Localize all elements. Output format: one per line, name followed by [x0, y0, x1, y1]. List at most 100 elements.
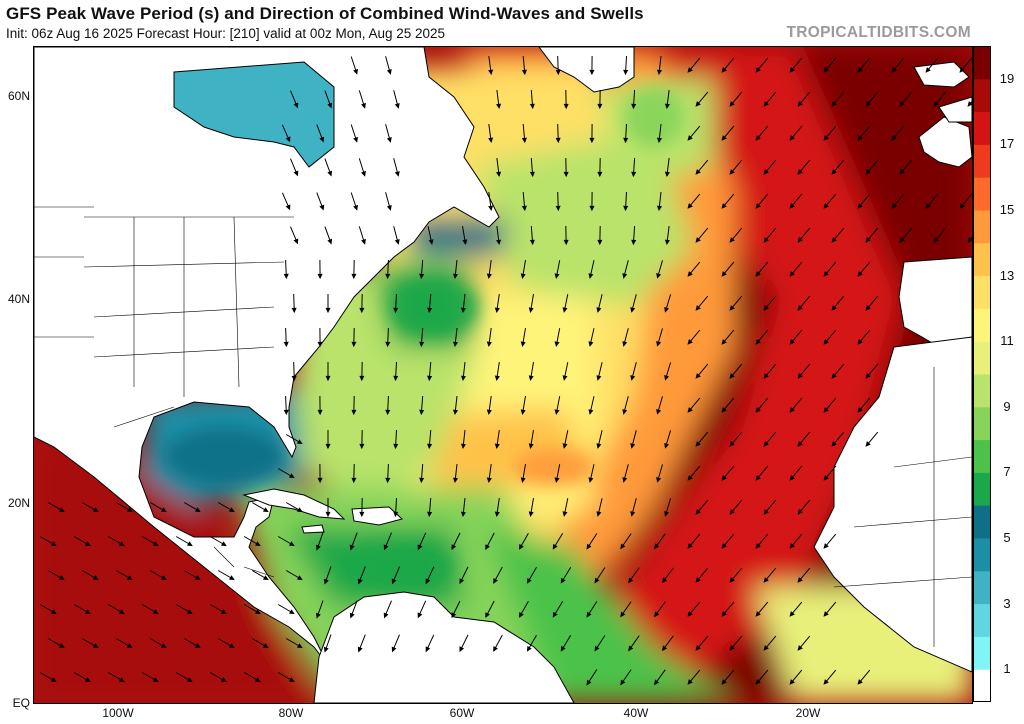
direction-arrowhead — [319, 136, 325, 143]
direction-arrowhead — [394, 239, 400, 245]
direction-arrowhead — [899, 101, 905, 107]
direction-arrowhead — [597, 239, 603, 246]
direction-arrowhead — [288, 677, 295, 683]
direction-arrowhead — [695, 169, 701, 175]
direction-arrowhead — [417, 612, 423, 619]
direction-arrowhead — [588, 341, 594, 347]
direction-arrowhead — [622, 273, 628, 279]
direction-arrowhead — [254, 541, 261, 547]
direction-arrowhead — [126, 643, 133, 649]
direction-arrowhead — [586, 543, 592, 550]
direction-arrowhead — [721, 135, 727, 141]
direction-arrowhead — [452, 477, 459, 484]
colorbar-segment — [973, 341, 991, 375]
direction-arrowhead — [823, 203, 829, 209]
direction-arrowhead — [486, 273, 492, 280]
direction-arrowhead — [729, 645, 735, 651]
direction-arrowhead — [520, 477, 526, 484]
direction-arrowhead — [92, 643, 99, 649]
direction-arrowhead — [630, 307, 636, 313]
direction-arrowhead — [654, 543, 660, 550]
direction-arrowhead — [194, 575, 201, 581]
direction-arrowhead — [494, 511, 500, 518]
direction-arrowhead — [50, 677, 57, 683]
direction-arrowhead — [391, 646, 397, 653]
direction-arrowhead — [695, 305, 701, 311]
direction-arrowhead — [620, 679, 626, 686]
direction-arrowhead — [933, 237, 939, 243]
direction-arrowhead — [797, 577, 803, 583]
direction-arrowhead — [488, 69, 494, 76]
direction-arrowhead — [58, 643, 65, 649]
direction-arrowhead — [789, 339, 795, 345]
direction-arrowhead — [623, 137, 629, 144]
direction-arrowhead — [417, 544, 423, 551]
direction-arrowhead — [721, 339, 727, 345]
direction-arrowhead — [729, 169, 735, 175]
direction-arrowhead — [327, 102, 333, 109]
direction-arrowhead — [865, 373, 871, 379]
direction-arrowhead — [317, 341, 323, 348]
direction-arrowhead — [589, 137, 595, 144]
lon-label-80w: 80W — [278, 706, 304, 720]
direction-arrowhead — [316, 544, 321, 551]
direction-arrowhead — [519, 543, 524, 550]
direction-arrowhead — [664, 103, 670, 110]
direction-arrowhead — [797, 169, 803, 175]
direction-arrowhead — [865, 305, 871, 311]
direction-arrowhead — [562, 443, 568, 449]
direction-arrowhead — [383, 612, 389, 619]
direction-arrowhead — [563, 103, 569, 110]
direction-arrowhead — [323, 578, 329, 585]
direction-arrowhead — [526, 645, 532, 652]
direction-arrowhead — [729, 373, 735, 379]
colorbar-label: 7 — [1003, 464, 1011, 480]
direction-arrowhead — [520, 273, 526, 280]
direction-arrowhead — [656, 272, 662, 279]
direction-arrowhead — [620, 543, 626, 550]
direction-arrowhead — [386, 68, 392, 75]
direction-arrowhead — [687, 135, 693, 141]
direction-arrowhead — [755, 203, 761, 209]
direction-arrowhead — [152, 609, 159, 615]
direction-arrowhead — [194, 643, 201, 649]
direction-arrowhead — [789, 611, 795, 617]
direction-arrowhead — [959, 67, 965, 73]
direction-arrowhead — [485, 544, 490, 551]
direction-arrowhead — [555, 205, 561, 212]
direction-arrowhead — [823, 611, 829, 617]
direction-arrowhead — [865, 101, 871, 107]
land-masses — [34, 47, 972, 703]
direction-arrowhead — [661, 577, 668, 584]
direction-arrowhead — [359, 511, 365, 518]
colorbar-segment — [973, 505, 991, 539]
direction-arrowhead — [160, 643, 167, 649]
direction-arrowhead — [755, 67, 761, 73]
direction-arrowhead — [521, 205, 527, 212]
colorbar-label: 9 — [1003, 398, 1011, 414]
colorbar-segment — [973, 570, 991, 605]
direction-arrowhead — [588, 409, 594, 415]
direction-arrowhead — [126, 507, 133, 513]
direction-arrowhead — [228, 643, 235, 649]
direction-arrowhead — [496, 171, 502, 178]
direction-arrowhead — [160, 507, 167, 513]
direction-arrowhead — [823, 475, 829, 481]
direction-arrowhead — [528, 443, 534, 450]
direction-arrowhead — [419, 409, 425, 416]
direction-arrowhead — [687, 407, 693, 413]
direction-arrowhead — [459, 646, 465, 653]
direction-arrowhead — [628, 645, 634, 652]
direction-arrowhead — [755, 271, 761, 277]
direction-arrowhead — [285, 204, 291, 211]
lon-label-20w: 20W — [795, 706, 821, 720]
direction-arrowhead — [586, 611, 592, 618]
colorbar-segment — [973, 46, 991, 80]
direction-arrowhead — [755, 339, 761, 345]
direction-arrowhead — [687, 67, 693, 73]
colorbar-segment — [973, 374, 991, 408]
direction-arrowhead — [789, 407, 795, 413]
direction-arrowhead — [554, 477, 560, 483]
direction-arrowhead — [857, 135, 863, 141]
direction-arrowhead — [891, 135, 897, 141]
